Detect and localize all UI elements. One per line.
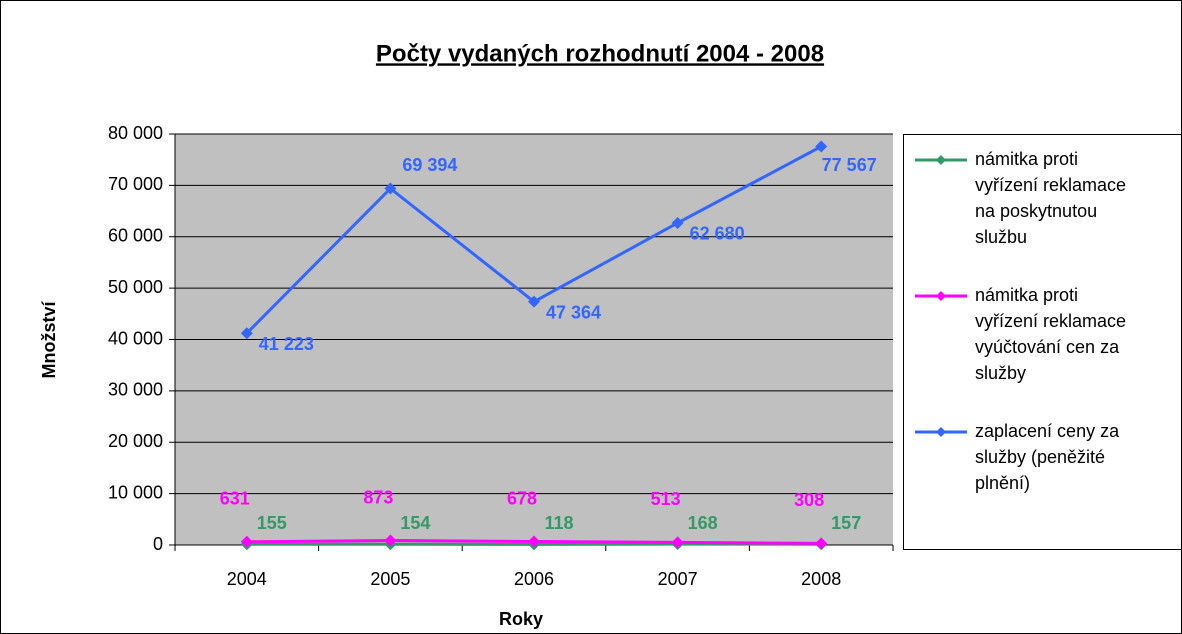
data-label: 41 223: [259, 334, 314, 354]
point-marker: [815, 537, 828, 550]
legend-marker: [936, 427, 946, 437]
x-tick-label: 2007: [658, 569, 698, 589]
legend-label: zaplacení ceny za služby (peněžité plnění): [975, 421, 1120, 493]
y-tick-label: 80 000: [108, 123, 163, 143]
y-axis-label: Množství: [39, 301, 59, 379]
legend: [903, 134, 1182, 550]
data-label: 308: [794, 490, 824, 510]
point-marker: [384, 182, 397, 195]
y-tick-label: 60 000: [108, 226, 163, 246]
data-label: 62 680: [690, 224, 745, 244]
data-label: 157: [831, 513, 861, 533]
legend-label: námitka proti vyřízení reklamace vyúčtován…: [975, 285, 1126, 383]
data-label: 118: [544, 513, 573, 533]
data-label: 873: [363, 487, 393, 507]
point-marker: [528, 535, 540, 548]
point-marker: [528, 295, 540, 308]
data-label: 168: [688, 513, 718, 533]
x-axis-label: Roky: [499, 609, 543, 629]
chart-title: Počty vydaných rozhodnutí 2004 - 2008: [376, 40, 824, 67]
x-tick-label: 2008: [801, 569, 841, 589]
y-tick-label: 10 000: [108, 482, 163, 502]
data-label: 69 394: [402, 155, 457, 175]
y-tick-label: 70 000: [108, 174, 163, 194]
point-marker: [240, 535, 253, 548]
y-tick-label: 40 000: [108, 328, 163, 348]
legend-label: námitka proti vyřízení reklamace na poskyt…: [975, 149, 1126, 247]
point-marker: [240, 327, 253, 340]
data-label: 77 567: [822, 155, 877, 175]
legend-marker: [936, 291, 946, 301]
x-tick-label: 2005: [370, 569, 410, 589]
data-label: 154: [400, 513, 430, 533]
data-label: 678: [507, 488, 537, 508]
y-tick-label: 50 000: [108, 277, 163, 297]
y-tick-label: 30 000: [108, 380, 163, 400]
point-marker: [384, 534, 397, 547]
x-tick-label: 2006: [514, 569, 554, 589]
y-tick-label: 0: [153, 534, 163, 554]
legend-marker: [936, 155, 946, 165]
data-label: 155: [257, 513, 287, 533]
point-marker: [671, 536, 684, 549]
y-tick-label: 20 000: [108, 431, 163, 451]
point-marker: [671, 216, 684, 229]
data-label: 513: [651, 489, 681, 509]
data-label: 631: [220, 489, 250, 509]
x-tick-label: 2004: [227, 569, 267, 589]
point-marker: [815, 140, 828, 153]
data-label: 47 364: [546, 302, 601, 322]
